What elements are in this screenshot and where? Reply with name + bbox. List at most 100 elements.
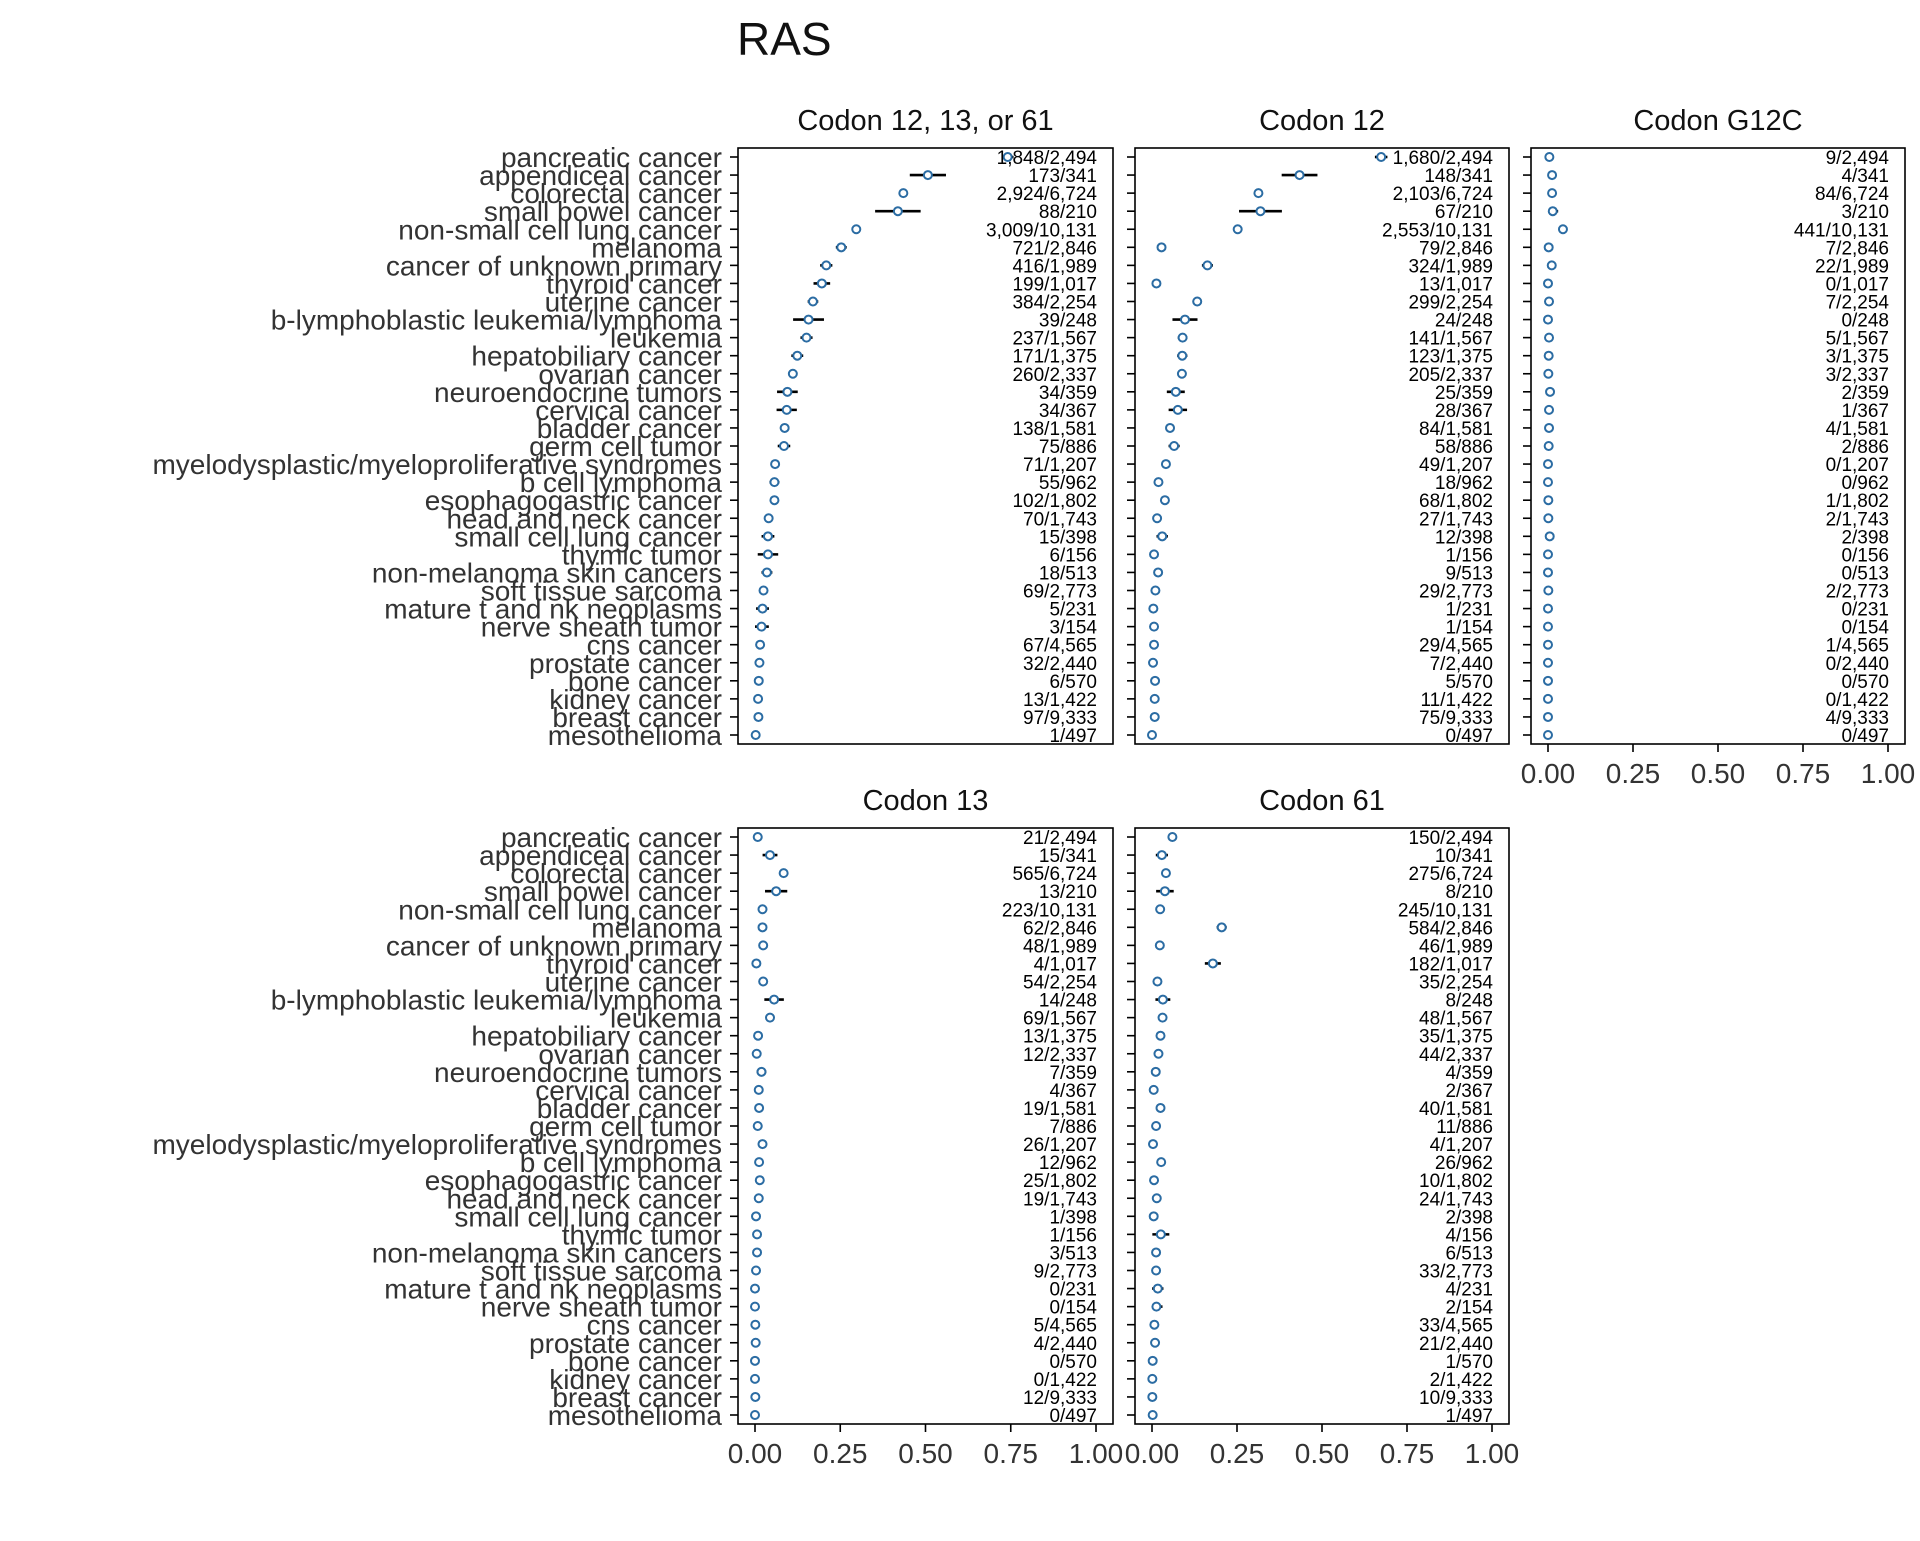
data-point	[1152, 976, 1163, 987]
count-label: 171/1,375	[1012, 347, 1097, 368]
count-label: 2,553/10,131	[1382, 220, 1493, 241]
data-point	[1159, 886, 1170, 897]
count-label: 2/1,743	[1826, 509, 1889, 530]
category-label: b cell lymphoma	[520, 467, 723, 498]
data-point	[1179, 314, 1190, 325]
data-point	[1150, 585, 1161, 596]
data-point	[1148, 1211, 1159, 1222]
data-point	[1172, 404, 1183, 415]
data-point	[754, 1175, 765, 1186]
data-point	[1543, 711, 1553, 722]
data-point	[762, 531, 773, 542]
data-point	[1147, 1410, 1158, 1420]
data-point	[851, 224, 862, 235]
count-label: 275/6,724	[1408, 864, 1493, 885]
category-label: neuroendocrine tumors	[434, 377, 722, 408]
count-label: 2/398	[1445, 1207, 1493, 1228]
data-point	[1544, 152, 1555, 162]
count-label: 29/2,773	[1419, 582, 1493, 603]
data-point	[1177, 332, 1188, 343]
data-point	[1151, 1193, 1162, 1204]
data-point	[1167, 832, 1178, 842]
data-point	[1153, 477, 1164, 488]
data-point	[753, 693, 764, 704]
count-label: 3/210	[1841, 202, 1889, 223]
data-point	[769, 477, 780, 488]
data-point	[1155, 1030, 1166, 1041]
data-point	[1543, 459, 1553, 470]
data-point	[1159, 495, 1170, 506]
category-label: hepatobiliary cancer	[471, 1021, 722, 1052]
category-label: melanoma	[591, 232, 722, 263]
category-label: esophagogastric cancer	[425, 485, 722, 516]
count-label: 1/398	[1049, 1207, 1097, 1228]
data-point	[1155, 904, 1166, 915]
count-label: 3/154	[1049, 618, 1097, 639]
category-label: mature t and nk neoplasms	[384, 594, 722, 625]
data-point	[1294, 170, 1305, 181]
category-label: prostate cancer	[529, 648, 722, 679]
data-point	[1151, 1265, 1162, 1276]
count-label: 1/156	[1445, 545, 1493, 566]
data-point	[751, 958, 762, 969]
count-label: 9/2,494	[1826, 148, 1890, 169]
data-point	[769, 495, 780, 506]
data-point	[1151, 1301, 1162, 1312]
count-label: 44/2,337	[1419, 1045, 1493, 1066]
count-label: 24/1,743	[1419, 1189, 1493, 1210]
data-point	[1149, 621, 1160, 632]
count-label: 15/398	[1039, 527, 1097, 548]
count-label: 25/1,802	[1023, 1171, 1097, 1192]
category-label: breast cancer	[552, 1382, 722, 1413]
count-label: 35/2,254	[1419, 973, 1493, 994]
data-point	[1543, 585, 1554, 596]
count-label: 4/1,581	[1826, 419, 1889, 440]
data-point	[750, 1301, 760, 1312]
x-tick-label: 0.50	[1691, 758, 1746, 789]
data-point	[752, 832, 763, 842]
category-label: breast cancer	[552, 702, 722, 733]
count-label: 138/1,581	[1012, 419, 1097, 440]
count-label: 29/4,565	[1419, 636, 1493, 657]
x-tick-label: 0.50	[898, 1438, 953, 1469]
data-point	[836, 242, 847, 253]
count-label: 4/231	[1445, 1280, 1493, 1301]
data-point	[1157, 994, 1168, 1005]
data-point	[1557, 224, 1568, 235]
data-point	[1543, 621, 1553, 632]
count-label: 13/1,017	[1419, 274, 1493, 295]
category-label: uterine cancer	[545, 967, 722, 998]
count-label: 7/2,254	[1826, 293, 1890, 314]
category-label: thyroid cancer	[546, 948, 722, 979]
data-point	[1156, 242, 1167, 253]
count-label: 1/570	[1445, 1352, 1493, 1373]
count-label: 58/886	[1435, 437, 1493, 458]
count-label: 21/2,440	[1419, 1334, 1493, 1355]
data-point	[1151, 1247, 1162, 1258]
data-point	[1152, 1283, 1163, 1294]
count-label: 5/231	[1049, 600, 1097, 621]
data-point	[763, 513, 774, 524]
count-label: 22/1,989	[1815, 256, 1889, 277]
count-label: 7/2,846	[1826, 238, 1889, 259]
count-label: 2/1,422	[1430, 1370, 1493, 1391]
data-point	[1543, 477, 1553, 488]
count-label: 0/2,440	[1826, 654, 1889, 675]
x-tick-label: 0.25	[1606, 758, 1661, 789]
count-label: 13/1,422	[1023, 690, 1097, 711]
data-point	[757, 1139, 768, 1150]
panel-title: Codon 61	[1259, 785, 1385, 817]
count-label: 48/1,567	[1419, 1009, 1493, 1030]
count-label: 19/1,581	[1023, 1099, 1097, 1120]
data-point	[1155, 1102, 1166, 1113]
count-label: 11/886	[1436, 1117, 1493, 1138]
data-point	[1147, 730, 1157, 740]
category-label: cervical cancer	[535, 1075, 722, 1106]
data-point	[1149, 693, 1160, 704]
data-point	[770, 459, 781, 470]
count-label: 7/2,440	[1430, 654, 1493, 675]
count-label: 69/2,773	[1023, 582, 1097, 603]
data-point	[1543, 639, 1553, 650]
data-point	[922, 170, 933, 181]
